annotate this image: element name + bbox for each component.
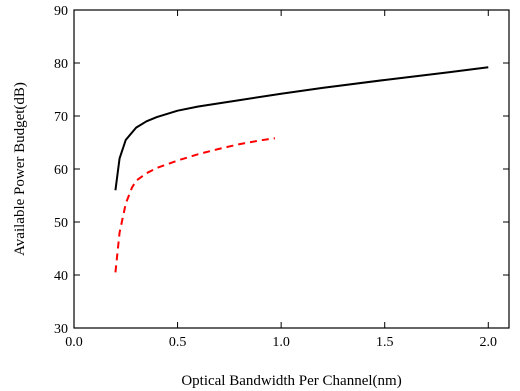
y-tick-label: 30: [54, 322, 68, 337]
axis-ticks: [73, 9, 509, 329]
y-tick-label: 40: [54, 269, 68, 284]
y-tick-label: 50: [54, 216, 68, 231]
tick-labels: 0.0 0.5 1.0 1.5 2.0 30 40 50 60 70 80 90: [54, 4, 497, 350]
y-tick-label: 70: [54, 110, 68, 125]
series-line-1: [114, 66, 489, 191]
x-tick-label: 1.5: [376, 335, 394, 350]
x-tick-label: 0.0: [65, 335, 83, 350]
y-tick-label: 90: [54, 4, 68, 19]
plot-frame: [73, 9, 510, 329]
x-tick-label: 0.5: [169, 335, 187, 350]
series-line-2: [114, 137, 276, 273]
series-layer: [114, 66, 489, 273]
y-axis-title: Available Power Budget(dB): [12, 82, 28, 256]
y-tick-label: 60: [54, 163, 68, 178]
y-tick-label: 80: [54, 57, 68, 72]
x-tick-label: 1.0: [272, 335, 290, 350]
x-tick-label: 2.0: [480, 335, 498, 350]
x-axis-title: Optical Bandwidth Per Channel(nm): [181, 373, 401, 389]
